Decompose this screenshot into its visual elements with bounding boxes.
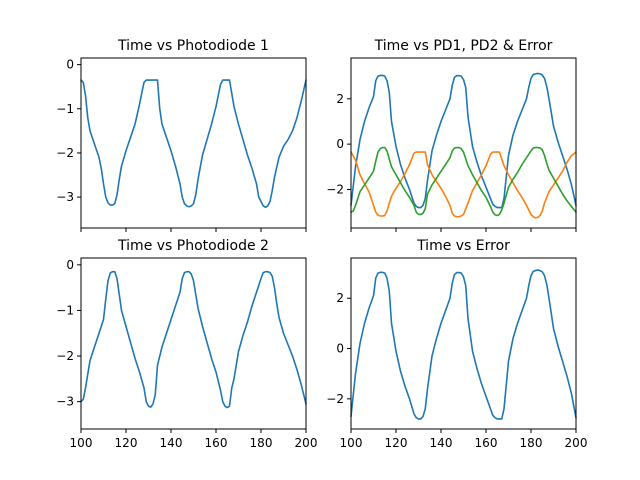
subplot-pd-combined: 2 0 −2 Time vs PD1, PD2 & Error <box>326 38 577 232</box>
y-tick-label: −1 <box>56 102 74 116</box>
y-tick-label: 2 <box>336 291 344 305</box>
y-tick-label: −1 <box>56 303 74 317</box>
series-line-1 <box>350 269 577 420</box>
subplot-title: Time vs Error <box>416 238 510 254</box>
series-line-1 <box>80 79 307 209</box>
x-tick-label: 120 <box>385 436 408 450</box>
x-tick-label: 160 <box>475 436 498 450</box>
x-tick-label: 200 <box>295 436 318 450</box>
y-tick-label: −3 <box>56 190 74 204</box>
y-tick-label: 0 <box>66 58 74 72</box>
axes-frame <box>350 257 577 430</box>
x-tick-label: 120 <box>115 436 138 450</box>
x-tick-label: 160 <box>205 436 228 450</box>
y-tick-label: 0 <box>336 342 344 356</box>
y-tick-label: −2 <box>56 349 74 363</box>
subplot-error: 100 120 140 160 180 200 2 0 −2 Time vs Error <box>326 238 587 450</box>
series-line-3 <box>350 146 577 217</box>
x-tick-label: 140 <box>430 436 453 450</box>
series-line-2 <box>350 151 577 219</box>
subplot-title: Time vs Photodiode 2 <box>117 238 269 254</box>
series-line-1 <box>350 72 577 209</box>
y-tick-label: 0 <box>66 258 74 272</box>
y-tick-label: −3 <box>56 395 74 409</box>
x-tick-label: 180 <box>250 436 273 450</box>
y-tick-label: −2 <box>56 146 74 160</box>
y-tick-label: 2 <box>336 92 344 106</box>
subplot-title: Time vs Photodiode 1 <box>117 38 269 54</box>
series-line-1 <box>80 270 307 409</box>
subplot-photodiode-1: 0 −1 −2 −3 Time vs Photodiode 1 <box>56 38 307 232</box>
x-tick-label: 180 <box>520 436 543 450</box>
y-tick-label: 0 <box>336 137 344 151</box>
axes-frame <box>80 57 307 229</box>
axes-frame <box>80 257 307 430</box>
x-tick-label: 100 <box>340 436 363 450</box>
subplot-title: Time vs PD1, PD2 & Error <box>374 38 553 54</box>
y-tick-label: −2 <box>326 392 344 406</box>
y-tick-label: −2 <box>326 182 344 196</box>
axes-frame <box>350 57 577 229</box>
x-tick-label: 140 <box>160 436 183 450</box>
x-tick-label: 100 <box>70 436 93 450</box>
subplot-photodiode-2: 100 120 140 160 180 200 0 −1 −2 −3 Time vs Photodi… <box>56 238 317 450</box>
x-tick-label: 200 <box>565 436 588 450</box>
